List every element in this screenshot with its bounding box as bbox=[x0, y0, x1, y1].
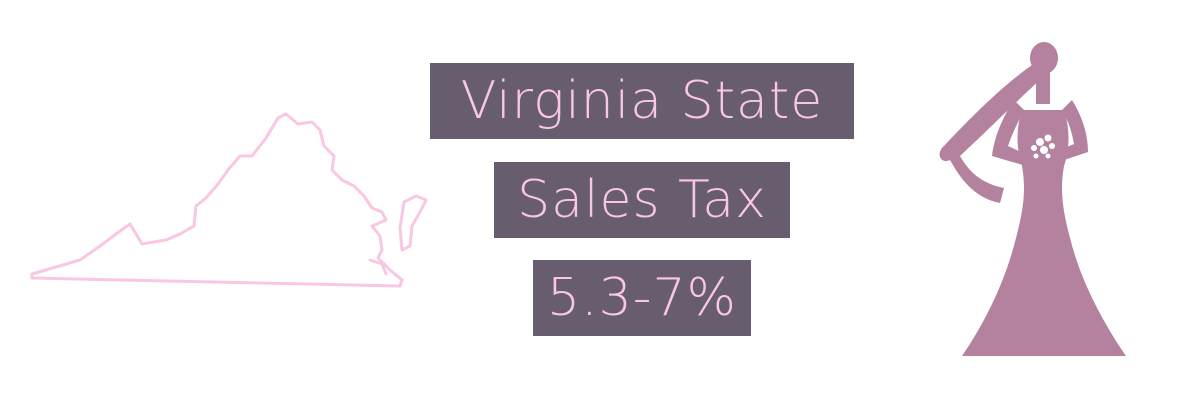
virginia-state-outline-icon bbox=[30, 112, 428, 288]
title-line-state: Virginia State bbox=[430, 63, 854, 139]
title-line-sales-tax: Sales Tax bbox=[494, 162, 790, 238]
tax-rate-value: 5.3-7% bbox=[533, 260, 751, 336]
bride-in-gown-icon bbox=[939, 42, 1126, 356]
